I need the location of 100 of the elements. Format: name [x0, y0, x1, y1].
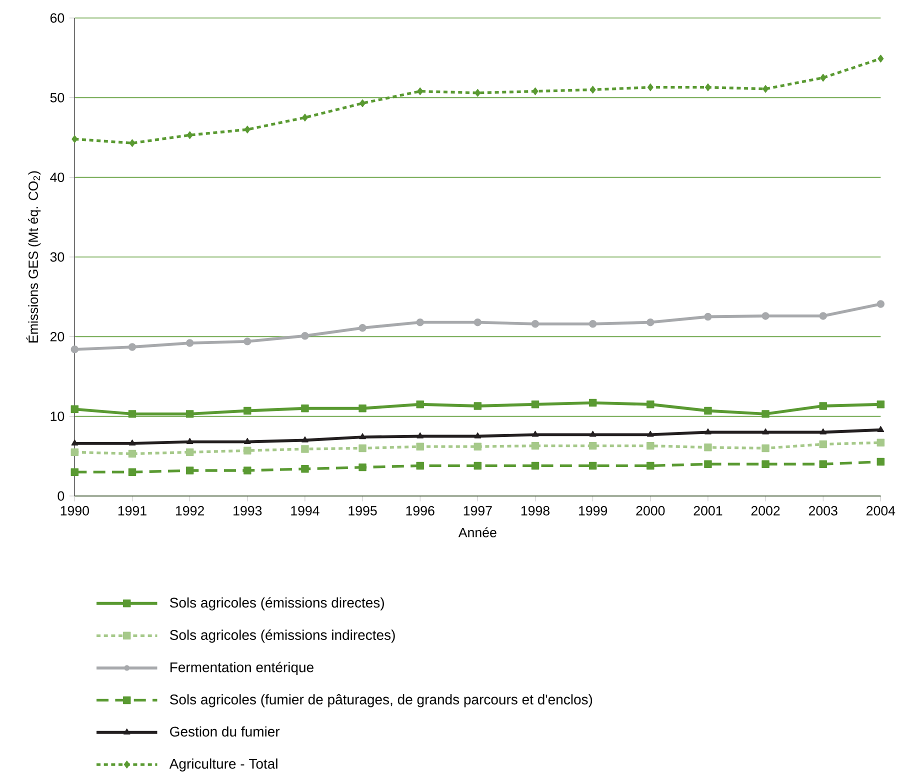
- point: [588, 442, 597, 450]
- point: [474, 462, 482, 470]
- point: [70, 405, 79, 414]
- point: [646, 400, 654, 408]
- point: [129, 139, 136, 147]
- x-tick-label: 1998: [521, 506, 550, 516]
- point: [532, 87, 538, 96]
- point: [819, 312, 827, 320]
- point: [186, 131, 193, 139]
- point: [588, 320, 597, 328]
- point: [474, 442, 482, 450]
- point: [647, 83, 654, 92]
- point: [762, 312, 770, 320]
- point: [417, 87, 424, 96]
- x-tick-label: 1990: [60, 506, 89, 516]
- x-tick-label: 1997: [464, 506, 492, 516]
- x-tick-label: 1994: [291, 506, 320, 516]
- point: [186, 438, 194, 444]
- point: [704, 444, 712, 452]
- point: [646, 462, 654, 470]
- point: [532, 430, 539, 437]
- point: [762, 428, 769, 434]
- point: [704, 312, 712, 321]
- point: [186, 410, 194, 418]
- x-tick-label: 2000: [636, 506, 665, 516]
- point: [71, 440, 78, 446]
- point: [70, 468, 79, 476]
- point: [128, 410, 136, 418]
- point: [358, 463, 366, 472]
- point: [531, 320, 540, 328]
- y-tick-label: 60: [50, 13, 64, 23]
- point: [186, 448, 194, 456]
- point: [531, 462, 540, 470]
- point: [762, 444, 770, 452]
- x-tick-label: 2002: [751, 506, 780, 516]
- point: [128, 440, 136, 446]
- point: [186, 466, 194, 474]
- point: [819, 440, 827, 448]
- point: [704, 83, 711, 92]
- point: [244, 406, 252, 415]
- y-tick-label: 10: [50, 412, 64, 422]
- y-tick-label: 40: [50, 172, 64, 182]
- point: [704, 460, 712, 468]
- y-axis-title: Émissions GES (Mt éq. CO$_{2}$): [26, 171, 41, 342]
- point: [877, 426, 884, 432]
- point: [244, 126, 250, 134]
- x-tick-label: 1993: [234, 506, 262, 516]
- x-tick-label: 1995: [348, 506, 377, 516]
- point: [302, 114, 308, 122]
- point: [876, 438, 885, 446]
- legend-label: Fermentation entérique: [170, 662, 314, 676]
- point: [416, 318, 424, 326]
- point: [358, 324, 366, 332]
- point: [359, 433, 366, 440]
- x-tick-label: 2001: [694, 506, 722, 516]
- point: [590, 86, 596, 94]
- point: [588, 398, 597, 407]
- point: [72, 135, 78, 143]
- point: [819, 402, 827, 410]
- point: [302, 436, 308, 442]
- point: [416, 442, 424, 450]
- point: [704, 428, 712, 434]
- y-tick-label: 0: [58, 491, 64, 501]
- point: [244, 446, 252, 454]
- point: [301, 332, 309, 340]
- point: [186, 339, 194, 347]
- point: [589, 430, 596, 437]
- x-tick-label: 2004: [866, 506, 896, 516]
- y-tick-label: 20: [50, 332, 64, 342]
- x-tick-label: 1991: [118, 506, 146, 516]
- point: [358, 404, 366, 412]
- y-tick-label: 50: [50, 92, 64, 102]
- point: [762, 85, 769, 93]
- point: [244, 438, 251, 444]
- point: [762, 410, 770, 418]
- legend-label: Sols agricoles (émissions directes): [170, 597, 384, 610]
- point: [301, 404, 309, 412]
- point: [474, 402, 482, 410]
- point: [70, 346, 79, 354]
- point: [646, 442, 654, 450]
- point: [128, 343, 136, 351]
- point: [820, 74, 826, 82]
- legend-label: Agriculture - Total: [169, 758, 278, 772]
- point: [820, 428, 827, 434]
- point: [301, 445, 309, 453]
- legend-label: Sols agricoles (fumier de pâturages, de grands parcours et d'enclos): [170, 694, 592, 708]
- point: [588, 462, 597, 470]
- point: [244, 466, 252, 474]
- legend-label: Gestion du fumier: [170, 726, 280, 737]
- x-tick-label: 1992: [176, 506, 204, 516]
- point: [704, 406, 712, 415]
- point: [474, 89, 481, 97]
- point: [646, 430, 654, 437]
- point: [876, 400, 885, 408]
- point: [531, 442, 540, 450]
- point: [876, 458, 885, 466]
- point: [244, 338, 252, 346]
- point: [416, 432, 424, 438]
- point: [762, 460, 770, 468]
- point: [819, 460, 827, 468]
